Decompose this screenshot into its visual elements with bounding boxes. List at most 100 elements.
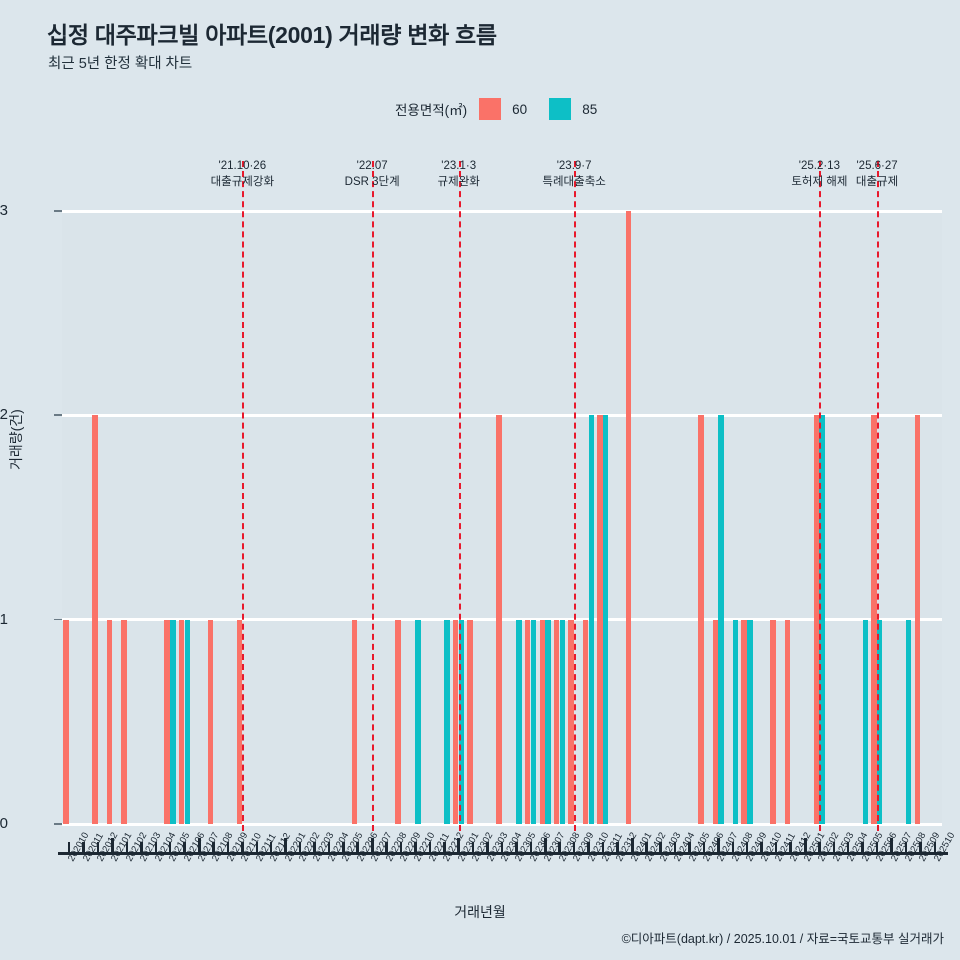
bar[interactable] <box>395 619 401 824</box>
bar[interactable] <box>452 619 459 824</box>
bar[interactable] <box>588 415 594 824</box>
bar[interactable] <box>698 415 704 824</box>
x-tick-mark <box>500 842 504 854</box>
bar[interactable] <box>92 415 98 824</box>
legend-label-60: 60 <box>512 101 528 117</box>
x-tick-mark <box>111 838 115 854</box>
bar[interactable] <box>496 415 502 824</box>
gridline-3 <box>62 209 942 213</box>
x-tick-mark <box>284 838 288 854</box>
x-tick-mark <box>846 842 850 854</box>
bar[interactable] <box>121 619 127 824</box>
x-tick-mark <box>832 842 836 854</box>
x-tick-mark <box>673 842 677 854</box>
bar[interactable] <box>184 619 190 824</box>
bar[interactable] <box>545 619 551 824</box>
x-tick-mark <box>140 842 143 854</box>
x-tick-mark <box>702 842 706 854</box>
annotation-text: 규제완화 <box>437 176 480 188</box>
annotation-date: '23.9·7 <box>556 160 592 172</box>
x-tick-mark <box>125 842 129 854</box>
x-tick-mark <box>818 842 821 854</box>
y-tick-mark-3 <box>54 210 62 212</box>
bar[interactable] <box>718 415 724 824</box>
x-tick-mark <box>255 842 258 854</box>
bar[interactable] <box>530 619 537 824</box>
bar[interactable] <box>559 619 566 824</box>
x-tick-mark <box>688 842 691 854</box>
bar[interactable] <box>525 619 531 824</box>
bar[interactable] <box>516 619 522 824</box>
page-subtitle: 최근 5년 한정 확대 차트 <box>48 56 193 72</box>
x-tick-mark <box>760 842 763 854</box>
bar[interactable] <box>732 619 739 824</box>
bar[interactable] <box>207 619 214 824</box>
y-tick-mark-1 <box>54 618 62 621</box>
bar[interactable] <box>582 619 589 824</box>
x-tick-mark <box>774 842 778 854</box>
annotation-text: 토허제 해제 <box>791 176 848 188</box>
x-tick-mark <box>154 842 158 854</box>
bar[interactable] <box>862 619 868 824</box>
bar[interactable] <box>415 619 421 824</box>
bar[interactable] <box>602 415 609 824</box>
legend-swatch-85[interactable] <box>549 98 572 120</box>
x-tick-mark <box>212 842 215 854</box>
x-tick-mark <box>645 842 648 854</box>
legend-swatch-60[interactable] <box>479 98 502 120</box>
bar[interactable] <box>458 619 465 824</box>
bar[interactable] <box>164 619 170 824</box>
bar[interactable] <box>597 415 603 824</box>
bar[interactable] <box>741 619 747 824</box>
x-tick-mark <box>370 838 374 854</box>
annotation-5: '25.6·27 대출규제 <box>856 158 898 190</box>
x-tick-mark <box>630 838 634 854</box>
bar[interactable] <box>626 211 632 824</box>
gridline-1 <box>62 618 942 622</box>
bar[interactable] <box>712 619 718 824</box>
x-tick-mark <box>803 838 807 854</box>
x-tick-mark <box>428 842 432 854</box>
bar[interactable] <box>106 619 113 824</box>
bar[interactable] <box>178 619 185 824</box>
annotation-date: '25.2·13 <box>798 160 840 172</box>
bar[interactable] <box>784 619 791 824</box>
x-tick-mark <box>457 838 461 854</box>
annotation-text: 특례대출축소 <box>542 176 606 188</box>
bar[interactable] <box>444 619 450 824</box>
bar[interactable] <box>170 619 176 824</box>
y-axis-title: 거래량(건) <box>8 409 24 470</box>
footer-credit: ©디아파트(dapt.kr) / 2025.10.01 / 자료=국토교통부 실… <box>621 932 944 946</box>
bar[interactable] <box>351 619 358 824</box>
bar[interactable] <box>905 619 912 824</box>
annotation-2: '23.1·3 규제완화 <box>438 158 480 190</box>
bar[interactable] <box>770 619 776 824</box>
x-tick-mark <box>659 842 662 854</box>
bar[interactable] <box>236 619 242 824</box>
annotation-date: '25.6·27 <box>856 160 898 172</box>
bar[interactable] <box>539 619 545 824</box>
gridline-2 <box>62 413 942 417</box>
bar[interactable] <box>914 415 920 824</box>
annotation-text: 대출규제 <box>855 176 899 188</box>
bar[interactable] <box>747 619 753 824</box>
bar[interactable] <box>568 619 574 824</box>
x-tick-mark <box>861 842 864 854</box>
bar[interactable] <box>467 619 473 824</box>
bar[interactable] <box>63 619 69 824</box>
x-tick-mark <box>789 842 792 854</box>
annotation-date: '22.07 <box>356 160 388 172</box>
bar[interactable] <box>877 619 883 824</box>
bar[interactable] <box>553 619 560 824</box>
bar[interactable] <box>871 415 877 824</box>
x-tick-mark <box>96 842 100 854</box>
x-tick-mark <box>443 842 446 854</box>
legend-title: 전용면적(㎡) <box>395 103 468 118</box>
x-tick-mark <box>168 842 172 854</box>
x-tick-mark <box>327 842 331 854</box>
bar[interactable] <box>819 415 825 824</box>
bar[interactable] <box>813 415 819 824</box>
x-tick-mark <box>269 842 273 854</box>
x-tick-mark <box>298 842 302 854</box>
x-tick-mark <box>241 842 244 854</box>
